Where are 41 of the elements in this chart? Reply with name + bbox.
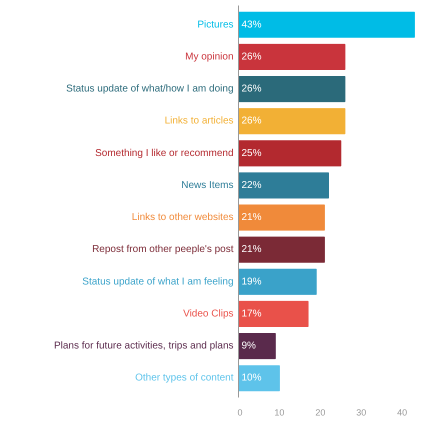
y-tick-label: News Items [181, 180, 234, 191]
y-tick-label: Something I like or recommend [95, 148, 234, 159]
bar [238, 44, 346, 70]
bar [238, 365, 280, 392]
y-tick-label: Video Clips [183, 308, 234, 320]
data-label: 9% [242, 340, 256, 352]
y-tick-label: Other types of content [135, 372, 234, 384]
data-label: 17% [242, 308, 262, 320]
data-label: 22% [242, 180, 262, 191]
bar [238, 108, 346, 134]
y-tick-label: Links to articles [164, 116, 234, 127]
y-tick-label: Links to other websites [132, 212, 234, 224]
data-label: 21% [242, 244, 262, 256]
data-label: 25% [242, 148, 262, 159]
bar [238, 333, 276, 360]
y-tick-label: My opinion [185, 51, 234, 62]
data-label: 26% [242, 84, 262, 95]
y-tick-label: Plans for future activities, trips and plans [54, 340, 234, 352]
data-label: 19% [242, 276, 262, 288]
data-label: 43% [242, 19, 262, 30]
bar [238, 300, 309, 327]
x-tick-label: 20 [315, 408, 326, 418]
bar [238, 76, 346, 102]
x-tick-label: 0 [238, 408, 243, 418]
x-tick-label: 40 [397, 408, 408, 418]
x-tick-label: 30 [356, 408, 366, 418]
bar [238, 268, 317, 295]
data-label: 26% [242, 51, 262, 62]
bar [238, 204, 325, 231]
data-label: 21% [242, 212, 262, 224]
y-tick-label: Pictures [197, 19, 234, 30]
data-label: 10% [242, 372, 262, 384]
bar [238, 12, 415, 38]
bar [238, 172, 329, 198]
y-tick-label: Status update of what/how I am doing [66, 84, 234, 95]
y-tick-label: Repost from other peeple's post [92, 244, 234, 256]
bar [238, 140, 342, 166]
x-tick-label: 10 [274, 408, 284, 418]
data-label: 26% [242, 116, 262, 127]
y-tick-label: Status update of what I am feeling [82, 276, 234, 288]
bar [238, 236, 325, 263]
